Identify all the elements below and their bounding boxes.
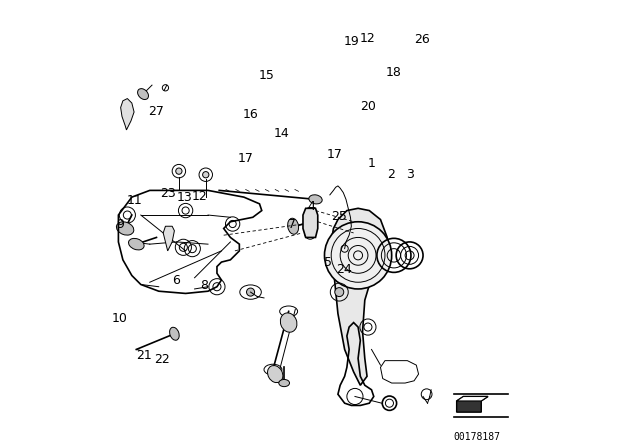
- Text: 4: 4: [307, 199, 315, 213]
- Text: 24: 24: [336, 263, 351, 276]
- Circle shape: [246, 288, 255, 296]
- Polygon shape: [457, 396, 488, 412]
- Text: 17: 17: [327, 148, 343, 161]
- Ellipse shape: [279, 379, 289, 387]
- Ellipse shape: [116, 222, 134, 235]
- Text: 25: 25: [332, 210, 348, 223]
- Circle shape: [203, 172, 209, 178]
- Text: 10: 10: [111, 312, 127, 326]
- Text: 20: 20: [360, 100, 376, 113]
- Text: 17: 17: [237, 151, 253, 165]
- Text: 15: 15: [259, 69, 274, 82]
- Text: 14: 14: [274, 127, 290, 140]
- Text: 12: 12: [192, 190, 208, 203]
- Text: 18: 18: [386, 66, 402, 79]
- Ellipse shape: [138, 89, 148, 99]
- Text: 3: 3: [406, 168, 413, 181]
- Text: 26: 26: [414, 33, 430, 46]
- Text: 12: 12: [360, 31, 376, 45]
- Polygon shape: [303, 208, 317, 237]
- Text: 00178187: 00178187: [453, 432, 500, 442]
- Text: 8: 8: [200, 279, 209, 293]
- Ellipse shape: [309, 195, 322, 204]
- Ellipse shape: [129, 238, 144, 250]
- Circle shape: [335, 288, 344, 297]
- Text: 23: 23: [160, 187, 175, 200]
- Polygon shape: [121, 99, 134, 130]
- Ellipse shape: [170, 327, 179, 340]
- Ellipse shape: [280, 313, 297, 332]
- Text: 27: 27: [148, 104, 164, 118]
- Polygon shape: [163, 226, 174, 251]
- Text: 22: 22: [154, 353, 170, 366]
- Text: 16: 16: [243, 108, 259, 121]
- Text: 2: 2: [387, 168, 395, 181]
- Ellipse shape: [287, 218, 299, 234]
- Circle shape: [176, 168, 182, 174]
- Text: 11: 11: [126, 194, 142, 207]
- Polygon shape: [457, 396, 488, 401]
- Polygon shape: [332, 208, 387, 385]
- Text: 7: 7: [288, 217, 296, 231]
- Text: 21: 21: [136, 349, 152, 362]
- Text: 5: 5: [324, 255, 332, 269]
- Text: 6: 6: [172, 273, 180, 287]
- Text: 19: 19: [344, 34, 359, 48]
- Text: 13: 13: [177, 190, 192, 204]
- Text: 1: 1: [367, 157, 376, 170]
- Circle shape: [324, 222, 392, 289]
- Text: 9: 9: [116, 217, 125, 231]
- Ellipse shape: [268, 366, 283, 383]
